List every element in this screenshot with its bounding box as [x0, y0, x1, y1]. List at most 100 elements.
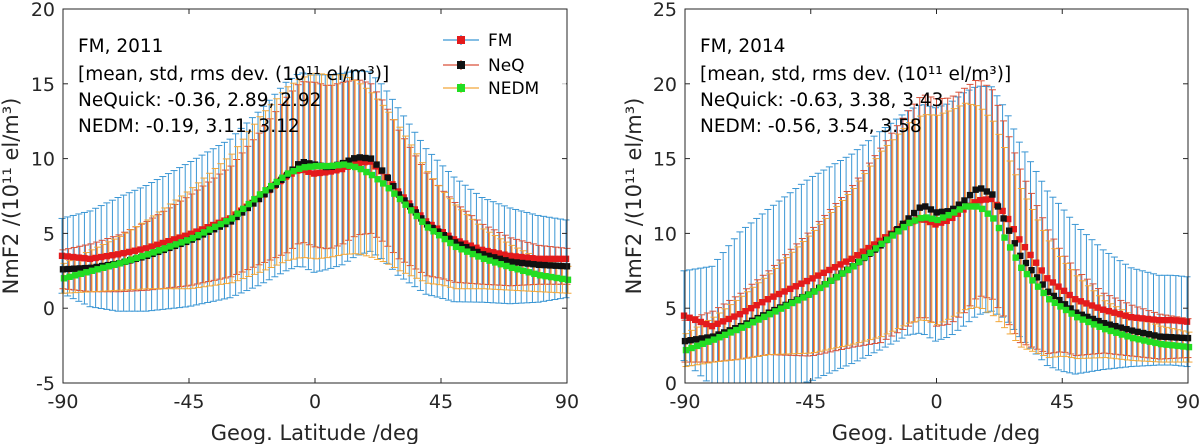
data-point-neq: [1067, 305, 1074, 312]
data-point-neq: [1039, 281, 1046, 288]
data-point-nedm: [755, 316, 762, 323]
x-axis-label: Geog. Latitude /deg: [211, 421, 419, 444]
data-point-nedm: [161, 245, 168, 252]
data-point-neq: [961, 197, 968, 204]
data-point-fm: [1099, 306, 1107, 313]
data-point-nedm: [928, 215, 936, 222]
data-point-nedm: [486, 257, 493, 264]
data-point-fm: [1060, 287, 1068, 295]
data-point-nedm: [559, 275, 566, 283]
data-point-fm: [798, 280, 805, 287]
data-point-fm: [187, 230, 195, 237]
data-point-fm: [865, 244, 872, 252]
data-point-fm: [870, 241, 878, 248]
data-point-nedm: [967, 203, 975, 210]
data-point-nedm: [772, 308, 779, 315]
data-point-fm: [1133, 314, 1140, 321]
data-point-neq: [1173, 334, 1181, 341]
x-tick-label: 0: [309, 391, 321, 413]
data-point-neq: [401, 197, 408, 204]
data-point-neq: [972, 186, 979, 193]
data-point-nedm: [200, 229, 208, 236]
chart-panel-2014: -90 -45 0 45 90 0 5 10 15 20 25 FM, 2014 [mean, st…: [622, 0, 1200, 444]
data-point-nedm: [956, 206, 964, 213]
data-point-fm: [781, 288, 788, 295]
data-point-fm: [1072, 296, 1079, 303]
data-point-nedm: [777, 305, 785, 312]
data-point-fm: [1122, 312, 1129, 319]
data-point-fm: [691, 316, 699, 324]
annotation-neq: NeQuick: -0.63, 3.38, 3.43: [700, 90, 943, 111]
data-point-neq: [1112, 322, 1119, 330]
data-point-nedm: [699, 340, 706, 348]
data-point-nedm: [111, 261, 118, 269]
data-point-neq: [1100, 319, 1108, 327]
data-point-fm: [1032, 259, 1040, 266]
data-point-nedm: [564, 276, 572, 283]
data-point-fm: [148, 243, 155, 250]
data-point-neq: [1179, 334, 1186, 342]
data-point-nedm: [939, 214, 947, 221]
data-point-fm: [562, 255, 570, 263]
data-point-neq: [435, 228, 442, 235]
data-point-nedm: [872, 245, 880, 252]
data-point-fm: [719, 318, 727, 325]
data-point-neq: [1078, 311, 1086, 318]
data-point-fm: [831, 264, 839, 271]
data-point-fm: [977, 196, 984, 204]
data-point-neq: [933, 209, 940, 216]
data-point-fm: [1111, 309, 1118, 316]
data-point-neq: [306, 160, 313, 167]
data-point-nedm: [1034, 283, 1042, 290]
data-point-neq: [983, 188, 990, 195]
data-point-nedm: [1012, 254, 1019, 261]
data-point-neq: [524, 260, 531, 267]
data-point-nedm: [738, 324, 746, 331]
data-point-nedm: [682, 346, 690, 354]
data-point-fm: [506, 252, 514, 260]
data-point-nedm: [878, 240, 885, 248]
data-point-fm: [1139, 315, 1146, 322]
data-point-nedm: [424, 224, 432, 231]
data-point-neq: [1000, 215, 1007, 222]
data-point-nedm: [990, 215, 997, 222]
data-point-neq: [485, 252, 492, 260]
data-point-nedm: [256, 191, 264, 198]
annotation-title: FM, 2014: [700, 36, 785, 57]
data-point-neq: [1033, 274, 1041, 281]
data-point-neq: [966, 191, 974, 199]
data-point-fm: [736, 310, 744, 318]
data-point-neq: [1145, 331, 1153, 338]
data-point-neq: [1061, 301, 1069, 308]
data-point-nedm: [856, 258, 863, 266]
data-point-nedm: [1074, 313, 1081, 321]
data-point-fm: [848, 255, 855, 263]
data-point-fm: [943, 217, 950, 225]
data-point-nedm: [1101, 325, 1109, 333]
data-point-fm: [109, 252, 116, 259]
data-point-neq: [1045, 288, 1052, 295]
data-point-neq: [541, 261, 548, 269]
data-point-nedm: [480, 255, 488, 263]
data-point-nedm: [77, 270, 84, 277]
data-point-neq: [351, 155, 358, 162]
data-point-neq: [978, 185, 985, 192]
data-point-neq: [300, 158, 307, 166]
data-point-nedm: [396, 195, 404, 203]
data-point-neq: [395, 191, 403, 198]
data-point-fm: [697, 318, 704, 326]
data-point-nedm: [945, 211, 952, 219]
data-point-fm: [1127, 313, 1135, 321]
data-point-nedm: [83, 269, 90, 276]
y-tick-label: 5: [665, 298, 677, 320]
data-point-fm: [131, 247, 139, 254]
data-point-fm: [999, 207, 1006, 215]
data-point-fm: [814, 272, 822, 279]
data-point-fm: [949, 214, 956, 222]
data-point-nedm: [217, 220, 224, 228]
data-point-fm: [982, 196, 990, 203]
data-point-nedm: [1135, 336, 1142, 343]
data-point-nedm: [195, 231, 202, 239]
data-point-nedm: [688, 344, 695, 352]
y-tick-label: -5: [36, 373, 55, 395]
